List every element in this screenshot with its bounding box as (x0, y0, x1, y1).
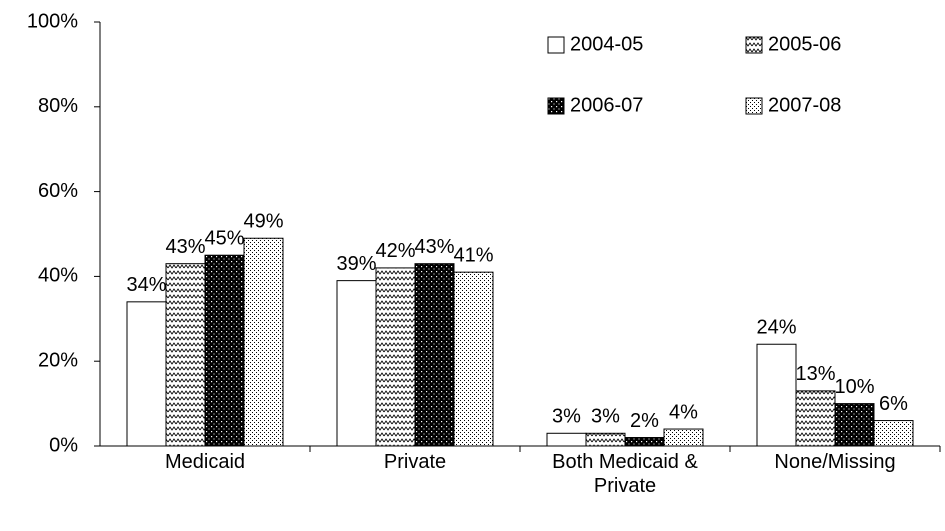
y-tick-label: 60% (38, 180, 78, 202)
value-label: 6% (879, 393, 908, 415)
bar (414, 263, 455, 447)
bar (546, 432, 587, 447)
value-label: 43% (414, 236, 454, 258)
legend-swatch (547, 36, 565, 54)
bar (126, 301, 167, 447)
legend-label: 2005-06 (768, 33, 841, 55)
value-label: 13% (795, 363, 835, 385)
bar (834, 403, 875, 447)
y-tick-label: 40% (38, 265, 78, 287)
bar (663, 428, 704, 447)
y-tick-label: 0% (49, 434, 78, 456)
legend-label: 2007-08 (768, 94, 841, 116)
value-label: 49% (243, 211, 283, 233)
value-label: 3% (552, 406, 581, 428)
y-tick-label: 100% (27, 10, 78, 32)
bar (624, 437, 665, 447)
bar (795, 390, 836, 447)
bar (375, 267, 416, 447)
y-tick-label: 20% (38, 349, 78, 371)
value-label: 34% (126, 274, 166, 296)
value-label: 4% (669, 401, 698, 423)
value-label: 3% (591, 406, 620, 428)
bar (756, 343, 797, 447)
value-label: 39% (336, 253, 376, 275)
bar (243, 237, 284, 447)
value-label: 10% (834, 376, 874, 398)
value-label: 45% (204, 227, 244, 249)
x-tick-label: None/Missing (774, 451, 896, 473)
legend-swatch (547, 97, 565, 115)
legend-label: 2004-05 (570, 33, 643, 55)
y-tick-label: 80% (38, 95, 78, 117)
x-tick-label: Medicaid (164, 451, 246, 473)
x-tick-label: Private (383, 451, 447, 473)
bar (336, 280, 377, 447)
legend-swatch (745, 97, 763, 115)
x-tick-label: Both Medicaid & Private (552, 451, 698, 497)
value-label: 2% (630, 410, 659, 432)
bar (204, 254, 245, 447)
value-label: 42% (375, 240, 415, 262)
bar (453, 271, 494, 447)
value-label: 41% (453, 244, 493, 266)
value-label: 43% (165, 236, 205, 258)
value-label: 24% (756, 317, 796, 339)
bar (585, 432, 626, 447)
bar (873, 420, 914, 447)
bar (165, 263, 206, 447)
legend-swatch (745, 36, 763, 54)
legend-label: 2006-07 (570, 94, 643, 116)
